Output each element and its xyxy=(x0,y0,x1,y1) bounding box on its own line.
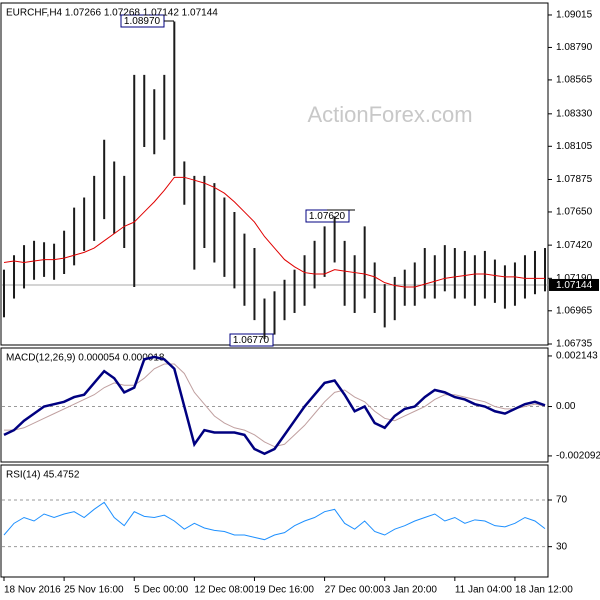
x-tick-label: 27 Dec 00:00 xyxy=(325,585,385,596)
y-tick-label: 1.06735 xyxy=(556,339,593,350)
x-tick-label: 3 Jan 20:00 xyxy=(385,585,438,596)
x-tick-label: 11 Jan 04:00 xyxy=(455,585,513,596)
annotation: 1.08970 xyxy=(124,16,161,27)
rsi-line xyxy=(3,501,546,541)
y-tick-label: 1.08105 xyxy=(556,141,593,152)
y-tick-label: 1.06965 xyxy=(556,305,593,316)
y-tick-label: 1.07650 xyxy=(556,207,593,218)
y-tick-label: -0.002092 xyxy=(556,451,600,462)
y-tick-label: 1.08790 xyxy=(556,42,593,53)
y-tick-label: 70 xyxy=(556,495,568,506)
macd-line xyxy=(3,355,546,456)
y-tick-label: 0.002143 xyxy=(556,351,598,362)
y-tick-label: 1.08330 xyxy=(556,108,593,119)
price-panel xyxy=(0,2,549,346)
annotation-box xyxy=(229,333,274,347)
y-tick-label: 1.08565 xyxy=(556,75,593,86)
y-tick-label: 1.07420 xyxy=(556,240,593,251)
x-tick-label: 25 Nov 16:00 xyxy=(64,585,124,596)
watermark: ActionForex.com xyxy=(307,102,472,127)
panel-title: MACD(12,26,9) 0.000054 0.000018 xyxy=(6,353,165,364)
moving-average xyxy=(3,176,545,288)
y-tick-label: 30 xyxy=(556,541,568,552)
rsi-panel xyxy=(0,464,549,578)
x-tick-label: 18 Nov 2016 xyxy=(4,585,61,596)
macd-panel xyxy=(0,347,549,463)
y-tick-label: 0.00 xyxy=(556,401,576,412)
panel-title: EURCHF,H4 1.07266 1.07268 1.07142 1.0714… xyxy=(6,8,218,19)
y-tick-label: 1.09015 xyxy=(556,10,593,21)
annotation: 1.06770 xyxy=(233,335,270,346)
x-tick-label: 18 Jan 12:00 xyxy=(515,585,573,596)
x-tick-label: 19 Dec 16:00 xyxy=(254,585,314,596)
macd-line xyxy=(4,363,546,448)
x-tick-label: 5 Dec 00:00 xyxy=(134,585,188,596)
last-price-box xyxy=(549,278,599,291)
y-tick-label: 1.07190 xyxy=(556,273,593,284)
annotation: 1.07620 xyxy=(309,211,346,222)
panel-title: RSI(14) 45.4752 xyxy=(6,470,80,481)
annotations: 1.08970 1.07620 1.06770 xyxy=(120,14,355,347)
y-tick-label: 1.07875 xyxy=(556,174,593,185)
last-price-label: 1.07144 xyxy=(556,280,593,291)
x-tick-label: 12 Dec 08:00 xyxy=(194,585,254,596)
